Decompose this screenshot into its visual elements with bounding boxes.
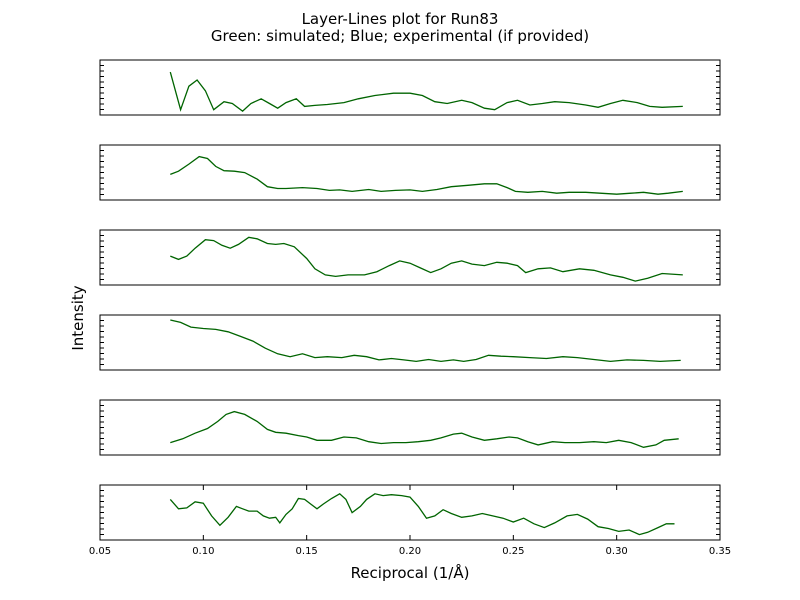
panel-frame — [99, 59, 721, 116]
panel-3 — [99, 229, 721, 286]
chart-title-line1: Layer-Lines plot for Run83 — [302, 10, 499, 28]
simulated-line — [170, 155, 683, 195]
panels-group — [99, 59, 721, 541]
x-tick-label: 0.15 — [296, 546, 318, 557]
panel-frame — [99, 144, 721, 201]
panel-4 — [99, 314, 721, 371]
x-tick-label: 0.30 — [606, 546, 628, 557]
simulated-line — [170, 410, 679, 448]
simulated-line — [170, 319, 681, 363]
simulated-line — [169, 71, 683, 112]
panel-5 — [99, 399, 721, 456]
x-tick-label: 0.35 — [709, 546, 731, 557]
panel-6 — [99, 484, 721, 541]
simulated-line — [170, 236, 683, 282]
simulated-line — [169, 493, 675, 536]
chart-title-line2: Green: simulated; Blue; experimental (if… — [211, 27, 589, 45]
x-tick-label: 0.25 — [502, 546, 524, 557]
x-tick-labels: 0.05 0.10 0.15 0.20 0.25 0.30 0.35 — [89, 546, 731, 557]
panel-2 — [99, 144, 721, 201]
y-axis-label: Intensity — [69, 285, 87, 350]
panel-frame — [99, 399, 721, 456]
panel-frame — [99, 484, 721, 541]
panel-1 — [99, 59, 721, 116]
x-tick-label: 0.10 — [192, 546, 214, 557]
x-axis-label: Reciprocal (1/Å) — [351, 563, 470, 582]
x-tick-label: 0.20 — [399, 546, 421, 557]
panel-frame — [99, 314, 721, 371]
x-tick-label: 0.05 — [89, 546, 111, 557]
panel-frame — [99, 229, 721, 286]
